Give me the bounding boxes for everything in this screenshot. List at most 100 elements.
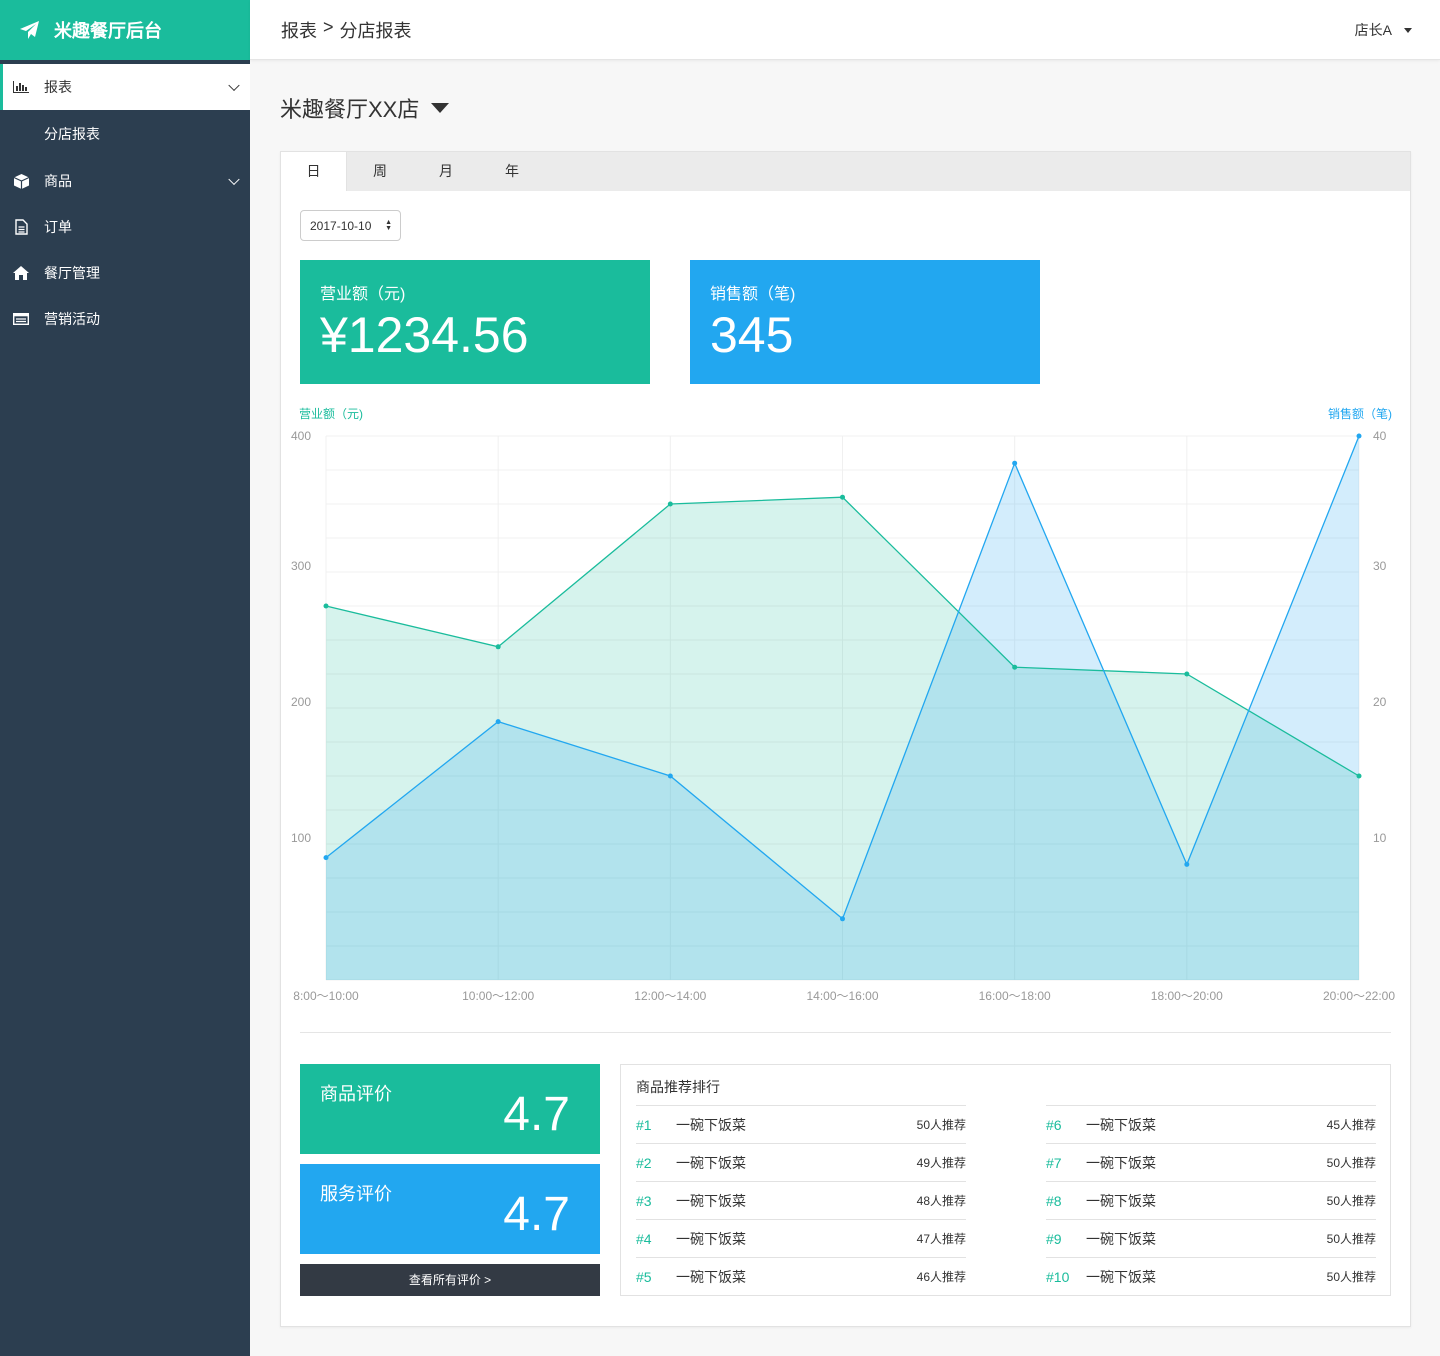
breadcrumb-reports[interactable]: 报表 xyxy=(281,20,317,41)
rank-number: #9 xyxy=(1046,1230,1062,1247)
report-panel: 日 周 月 年 2017-10-10 ▲ ▼ 营业额（元) ¥1234.56 销售… xyxy=(280,151,1411,1327)
x-tick-label: 12:00～14:00 xyxy=(634,989,706,1002)
list-item[interactable]: #3 一碗下饭菜 48人推荐 xyxy=(636,1181,966,1219)
cube-icon xyxy=(12,172,30,190)
data-point xyxy=(840,916,845,922)
dish-name: 一碗下饭菜 xyxy=(1086,1192,1156,1209)
sidebar-item-products[interactable]: 商品 xyxy=(0,158,250,204)
caret-down-icon xyxy=(431,103,450,113)
store-name: 米趣餐厅XX店 xyxy=(280,97,420,122)
sidebar-item-marketing[interactable]: 营销活动 xyxy=(0,296,250,342)
data-point xyxy=(840,494,845,500)
user-menu[interactable]: 店长A xyxy=(1355,20,1412,40)
brand-logo[interactable]: 米趣餐厅后台 xyxy=(0,0,250,60)
revenue-value: ¥1234.56 xyxy=(320,307,529,363)
ranking-column-right: #6 一碗下饭菜 45人推荐 #7 一碗下饭菜 50人推荐 #8 一碗下饭菜 50人推荐 #… xyxy=(1046,1105,1376,1295)
list-item[interactable]: #10 一碗下饭菜 50人推荐 xyxy=(1046,1257,1376,1295)
view-all-reviews-button[interactable]: 查看所有评价 > xyxy=(300,1264,600,1296)
recommend-count: 46人推荐 xyxy=(916,1270,966,1284)
data-point xyxy=(495,644,501,650)
dish-name: 一碗下饭菜 xyxy=(676,1192,746,1209)
data-point xyxy=(1012,664,1018,670)
x-tick-label: 10:00～12:00 xyxy=(462,989,534,1002)
y-tick-label: 300 xyxy=(291,559,311,573)
list-icon xyxy=(12,310,30,328)
revenue-card: 营业额（元) ¥1234.56 xyxy=(300,260,650,384)
data-point xyxy=(1012,460,1018,466)
chevron-down-icon xyxy=(228,79,240,92)
y2-axis-title: 销售额（笔) xyxy=(1328,406,1392,421)
top-bar: 报表 > 分店报表 店长A xyxy=(250,0,1440,60)
bar-chart-icon xyxy=(12,78,30,96)
recommend-count: 49人推荐 xyxy=(916,1156,966,1170)
sidebar-item-orders[interactable]: 订单 xyxy=(0,204,250,250)
list-item[interactable]: #1 一碗下饭菜 50人推荐 xyxy=(636,1105,966,1143)
sidebar-subitem-branch-reports[interactable]: 分店报表 xyxy=(0,110,250,158)
breadcrumb-branch-reports: 分店报表 xyxy=(339,20,412,41)
revenue-label: 营业额（元) xyxy=(320,286,406,303)
tab-month[interactable]: 月 xyxy=(439,163,453,179)
sidebar-item-label: 餐厅管理 xyxy=(44,265,100,281)
tab-week[interactable]: 周 xyxy=(373,163,387,179)
sidebar-subitem-label: 分店报表 xyxy=(44,126,100,142)
rank-number: #7 xyxy=(1046,1154,1062,1171)
paper-plane-icon xyxy=(20,21,39,39)
dish-name: 一碗下饭菜 xyxy=(1086,1154,1156,1171)
list-item[interactable]: #5 一碗下饭菜 46人推荐 xyxy=(636,1257,966,1295)
data-point xyxy=(1184,671,1190,677)
list-item[interactable]: #2 一碗下饭菜 49人推荐 xyxy=(636,1143,966,1181)
x-tick-label: 18:00～20:00 xyxy=(1151,989,1223,1002)
ranking-title: 商品推荐排行 xyxy=(636,1079,720,1095)
dish-name: 一碗下饭菜 xyxy=(676,1116,746,1133)
breadcrumb-separator: > xyxy=(323,16,334,37)
list-item[interactable]: #7 一碗下饭菜 50人推荐 xyxy=(1046,1143,1376,1181)
sidebar: 米趣餐厅后台 报表 分店报表 商品 订单 餐厅管理 营销活动 xyxy=(0,0,250,1356)
list-item[interactable]: #8 一碗下饭菜 50人推荐 xyxy=(1046,1181,1376,1219)
store-selector[interactable]: 米趣餐厅XX店 xyxy=(280,92,450,124)
tab-day[interactable]: 日 xyxy=(281,152,347,191)
sales-value: 345 xyxy=(710,307,794,363)
period-tabs: 日 周 月 年 xyxy=(281,152,1410,191)
tab-year[interactable]: 年 xyxy=(505,163,519,179)
recommend-count: 50人推荐 xyxy=(1326,1232,1376,1246)
list-item[interactable]: #9 一碗下饭菜 50人推荐 xyxy=(1046,1219,1376,1257)
list-item[interactable]: #4 一碗下饭菜 47人推荐 xyxy=(636,1219,966,1257)
data-point xyxy=(495,719,501,725)
dish-name: 一碗下饭菜 xyxy=(1086,1116,1156,1133)
user-name: 店长A xyxy=(1354,22,1392,38)
sidebar-item-restaurant[interactable]: 餐厅管理 xyxy=(0,250,250,296)
date-select[interactable]: 2017-10-10 ▲ ▼ xyxy=(300,210,401,241)
rank-number: #2 xyxy=(636,1154,652,1171)
ranking-column-left: #1 一碗下饭菜 50人推荐 #2 一碗下饭菜 49人推荐 #3 一碗下饭菜 48人推荐 #… xyxy=(636,1105,966,1295)
x-tick-label: 8:00～10:00 xyxy=(293,989,359,1002)
select-arrows-icon: ▲ ▼ xyxy=(385,219,392,232)
data-point xyxy=(323,603,329,609)
rank-number: #3 xyxy=(636,1192,652,1209)
y-tick-label: 400 xyxy=(291,429,311,443)
recommend-count: 50人推荐 xyxy=(1326,1270,1376,1284)
sidebar-item-label: 商品 xyxy=(44,173,72,189)
dish-name: 一碗下饭菜 xyxy=(1086,1230,1156,1247)
service-rating-card: 服务评价 4.7 xyxy=(300,1164,600,1254)
y-axis-title: 营业额（元) xyxy=(299,407,363,421)
x-tick-label: 14:00～16:00 xyxy=(806,989,878,1002)
rank-number: #1 xyxy=(636,1116,652,1133)
x-tick-label: 16:00～18:00 xyxy=(979,989,1051,1002)
product-rating-label: 商品评价 xyxy=(320,1084,392,1104)
y2-tick-label: 30 xyxy=(1373,559,1387,573)
y-tick-label: 200 xyxy=(291,695,311,709)
product-rating-value: 4.7 xyxy=(503,1088,570,1141)
list-item[interactable]: #6 一碗下饭菜 45人推荐 xyxy=(1046,1105,1376,1143)
recommend-count: 47人推荐 xyxy=(916,1232,966,1246)
document-icon xyxy=(12,218,30,236)
sidebar-item-label: 报表 xyxy=(44,79,72,95)
service-rating-label: 服务评价 xyxy=(320,1184,392,1204)
recommend-count: 50人推荐 xyxy=(1326,1194,1376,1208)
service-rating-value: 4.7 xyxy=(503,1188,570,1241)
sidebar-item-reports[interactable]: 报表 xyxy=(0,64,250,110)
rank-number: #8 xyxy=(1046,1192,1062,1209)
recommend-count: 50人推荐 xyxy=(1326,1156,1376,1170)
chevron-down-icon xyxy=(228,173,240,186)
caret-down-icon xyxy=(1404,27,1412,33)
date-value: 2017-10-10 xyxy=(310,218,372,233)
